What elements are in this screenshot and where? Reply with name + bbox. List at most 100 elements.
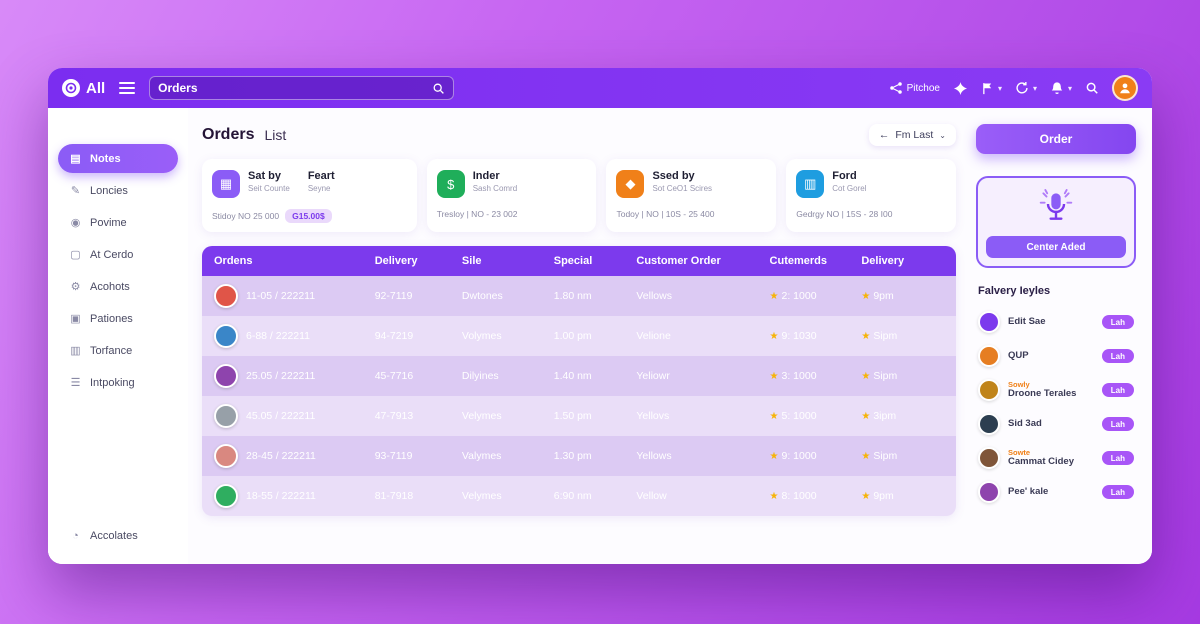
sparkle-icon [953,81,968,96]
stat-icon: $ [436,170,465,198]
global-search-button[interactable] [1085,81,1099,95]
stat-card[interactable]: ▦ Sat by Seit Counte Feart Seyne [202,159,417,232]
sidebar-item-label: Povime [90,216,127,229]
table-column-header[interactable]: Cutemerds [769,255,827,267]
list-item-badge[interactable]: Lah [1101,485,1134,499]
stat-subtitle-2: Seyne [307,184,331,193]
sidebar-item[interactable]: ⚙ Acohots [58,272,178,301]
sparkle-button[interactable] [953,81,968,96]
star-icon: ★ [769,331,779,342]
order-id: 6-88 / 222211 [246,330,311,342]
sidebar-item-label: Intpoking [90,376,135,389]
logo-icon [62,79,80,97]
list-item[interactable]: Pee' kale Lah [976,475,1136,509]
avatar [214,444,238,468]
sidebar-item[interactable]: ▢ At Cerdo [58,240,178,269]
delivery-time: Sipm [873,330,898,342]
voice-order-card[interactable]: Center Aded [976,176,1136,268]
list-item[interactable]: QUP Lah [976,339,1136,373]
stat-title-2: Feart [307,170,335,182]
flag-menu-button[interactable]: ▾ [981,81,1002,95]
sort-control[interactable]: ← Fm Last ⌄ [868,124,956,146]
menu-toggle-button[interactable] [119,82,136,94]
microphone-icon [1037,188,1075,228]
sidebar-item-icon: ▣ [70,313,81,325]
topbar: All Pitchoe [48,68,1152,108]
customer-order: Vellows [636,290,672,302]
stat-icon: ◆ [616,170,645,198]
star-icon: ★ [861,331,871,342]
sidebar-item[interactable]: ✎ Loncies [58,176,178,205]
table-header: Ordens Delivery Sile Special Customer Or… [202,246,956,276]
star-icon: ★ [861,491,871,502]
order-id: 25.05 / 222211 [246,370,316,382]
stat-card[interactable]: $ Inder Sash Comrd [426,159,597,232]
star-icon: ★ [861,451,871,462]
refresh-menu-button[interactable]: ▾ [1015,81,1037,95]
list-item-name: Droone Terales [1008,388,1077,400]
sidebar-item-label: Pationes [90,312,133,325]
list-item[interactable]: Edit Sae Lah [976,305,1136,339]
list-item[interactable]: Sid 3ad Lah [976,407,1136,441]
order-button[interactable]: Order [976,124,1136,154]
sidebar-item[interactable]: ▤ Notes [58,144,178,173]
list-item[interactable]: Sowte Cammat Cidey Lah [976,441,1136,475]
search-icon [432,82,445,95]
customer-order: Velione [636,330,671,342]
topbar-search[interactable] [149,76,455,100]
star-icon: ★ [861,371,871,382]
table-column-header[interactable]: Delivery [374,255,418,267]
sidebar-item[interactable]: ◉ Povime [58,208,178,237]
sile-value: Dilyines [461,370,499,382]
table-row[interactable]: 25.05 / 222211 45-7716 Dilyines 1.40 nm … [202,356,956,396]
table-column-header[interactable]: Ordens [214,255,253,267]
sidebar-item[interactable]: ▥ Torfance [58,336,178,365]
table-column-header[interactable]: Sile [461,255,482,267]
star-icon: ★ [769,371,779,382]
customer-order: Yeliowr [636,370,670,382]
order-id: 45.05 / 222211 [246,410,316,422]
stat-icon: ▦ [212,170,240,198]
main-header: Orders List ← Fm Last ⌄ [202,124,956,146]
list-item[interactable]: Sowly Droone Terales Lah [976,373,1136,407]
stat-subtitle: Sot CeO1 Scires [652,184,713,193]
table-row[interactable]: 45.05 / 222211 47-7913 Velymes 1.50 pm Y… [202,396,956,436]
list-item-badge[interactable]: Lah [1101,315,1134,329]
delivery-time: Sipm [873,450,898,462]
avatar [978,345,1000,367]
table-row[interactable]: 18-55 / 222211 81-7918 Velymes 6:90 nm V… [202,476,956,516]
table-column-header[interactable]: Customer Order [636,255,721,267]
table-row[interactable]: 11-05 / 222211 92-7119 Dwtones 1.80 nm V… [202,276,956,316]
star-icon: ★ [769,451,779,462]
table-body: 11-05 / 222211 92-7119 Dwtones 1.80 nm V… [202,276,956,516]
customer-order: Vellow [636,490,667,502]
stat-card[interactable]: ◆ Ssed by Sot CeO1 Scires [606,159,777,232]
table-column-header[interactable]: Delivery [861,255,905,267]
avatar [214,484,238,508]
notifications-menu-button[interactable]: ▾ [1050,81,1072,95]
table-column-header[interactable]: Special [553,255,593,267]
sidebar-item-footer[interactable]: ◔ Accolates [58,522,178,550]
table-row[interactable]: 28-45 / 222211 93-7119 Valymes 1.30 pm Y… [202,436,956,476]
list-item-badge[interactable]: Lah [1101,349,1134,363]
sidebar-item[interactable]: ▣ Pationes [58,304,178,333]
stat-icon: ▥ [796,170,825,198]
stat-title: Sat by [248,170,282,182]
stat-subtitle: Cot Gorel [832,184,867,193]
star-icon: ★ [861,411,871,422]
search-input[interactable] [158,81,427,95]
app-logo[interactable]: All [62,79,105,97]
list-item-badge[interactable]: Lah [1101,451,1134,465]
stat-card[interactable]: ▥ Ford Cot Gorel [786,159,956,232]
table-row[interactable]: 6-88 / 222211 94-7219 Volymes 1.00 pm Ve… [202,316,956,356]
stat-foot-text: Gedrgy NO | 15S - 28 I00 [796,209,893,219]
list-item-badge[interactable]: Lah [1101,417,1134,431]
sidebar-item-icon: ☰ [70,377,81,389]
sidebar-item-icon: ▥ [70,345,81,357]
list-item-badge[interactable]: Lah [1101,383,1134,397]
share-button[interactable]: Pitchoe [889,81,940,95]
star-icon: ★ [769,411,779,422]
user-avatar[interactable] [1112,75,1138,101]
delivery-time: Sipm [873,370,898,382]
sidebar-item[interactable]: ☰ Intpoking [58,368,178,397]
